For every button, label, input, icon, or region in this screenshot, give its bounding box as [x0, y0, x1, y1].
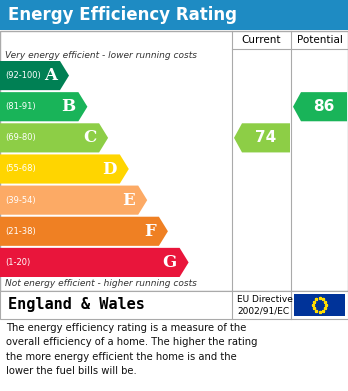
Text: (92-100): (92-100) — [5, 71, 41, 80]
Text: (69-80): (69-80) — [5, 133, 36, 142]
Polygon shape — [0, 248, 189, 277]
Text: G: G — [163, 254, 176, 271]
Text: EU Directive
2002/91/EC: EU Directive 2002/91/EC — [237, 294, 293, 316]
Polygon shape — [0, 154, 129, 183]
Text: (55-68): (55-68) — [5, 165, 36, 174]
Text: (81-91): (81-91) — [5, 102, 35, 111]
Polygon shape — [0, 123, 108, 152]
Text: F: F — [144, 223, 156, 240]
Polygon shape — [293, 92, 347, 121]
Text: Energy Efficiency Rating: Energy Efficiency Rating — [8, 6, 237, 24]
Text: Current: Current — [242, 35, 281, 45]
Polygon shape — [0, 217, 168, 246]
Text: Potential: Potential — [296, 35, 342, 45]
Bar — [0, 0, 348, 30]
Text: (21-38): (21-38) — [5, 227, 36, 236]
Text: (39-54): (39-54) — [5, 196, 35, 204]
Text: E: E — [122, 192, 135, 209]
Text: A: A — [44, 67, 57, 84]
Text: 86: 86 — [313, 99, 335, 114]
Polygon shape — [0, 186, 147, 215]
Polygon shape — [0, 92, 87, 121]
Text: B: B — [61, 98, 76, 115]
Text: Very energy efficient - lower running costs: Very energy efficient - lower running co… — [5, 50, 197, 59]
Bar — [0, 291, 348, 319]
Text: Not energy efficient - higher running costs: Not energy efficient - higher running co… — [5, 280, 197, 289]
Text: (1-20): (1-20) — [5, 258, 30, 267]
Text: The energy efficiency rating is a measure of the
overall efficiency of a home. T: The energy efficiency rating is a measur… — [6, 323, 258, 376]
Text: C: C — [83, 129, 96, 146]
Polygon shape — [0, 61, 69, 90]
Text: D: D — [102, 160, 117, 178]
Polygon shape — [234, 123, 290, 152]
Bar — [0, 31, 348, 291]
Text: England & Wales: England & Wales — [8, 298, 145, 312]
Text: 74: 74 — [255, 130, 277, 145]
Bar — [294, 294, 345, 316]
